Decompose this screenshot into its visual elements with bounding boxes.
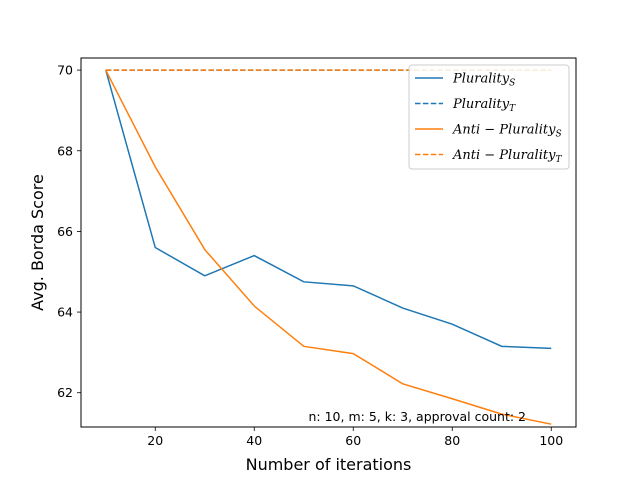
series-line-0 xyxy=(105,69,552,350)
legend-box xyxy=(408,64,570,170)
x-tick-label: 20 xyxy=(147,433,163,448)
y-tick-label: 70 xyxy=(57,63,73,78)
y-tick-label: 66 xyxy=(57,224,73,239)
y-axis-label: Avg. Borda Score xyxy=(28,174,47,311)
series-layer xyxy=(105,69,552,425)
y-tick-label: 62 xyxy=(57,385,73,400)
x-axis: 20 40 60 80 100 xyxy=(147,427,563,448)
legend-label-2: Anti − PluralityS xyxy=(452,123,562,140)
plot-frame xyxy=(80,57,577,428)
series-line-2 xyxy=(105,69,552,425)
y-tick-label: 68 xyxy=(57,143,73,158)
x-tick-label: 40 xyxy=(246,433,262,448)
legend: PluralityS PluralityT Anti − PluralityS Ant… xyxy=(408,64,570,170)
x-tick-label: 60 xyxy=(345,433,361,448)
x-tick-label: 100 xyxy=(539,433,563,448)
chart-annotation: n: 10, m: 5, k: 3, approval count: 2 xyxy=(309,409,527,424)
y-axis: 62 64 66 68 70 xyxy=(57,63,81,400)
x-axis-label: Number of iterations xyxy=(246,455,412,474)
legend-label-3: Anti − PluralityT xyxy=(452,148,562,165)
x-tick-label: 80 xyxy=(444,433,460,448)
y-tick-label: 64 xyxy=(57,305,73,320)
legend-label-0: PluralityS xyxy=(452,72,515,89)
legend-label-1: PluralityT xyxy=(452,97,516,114)
